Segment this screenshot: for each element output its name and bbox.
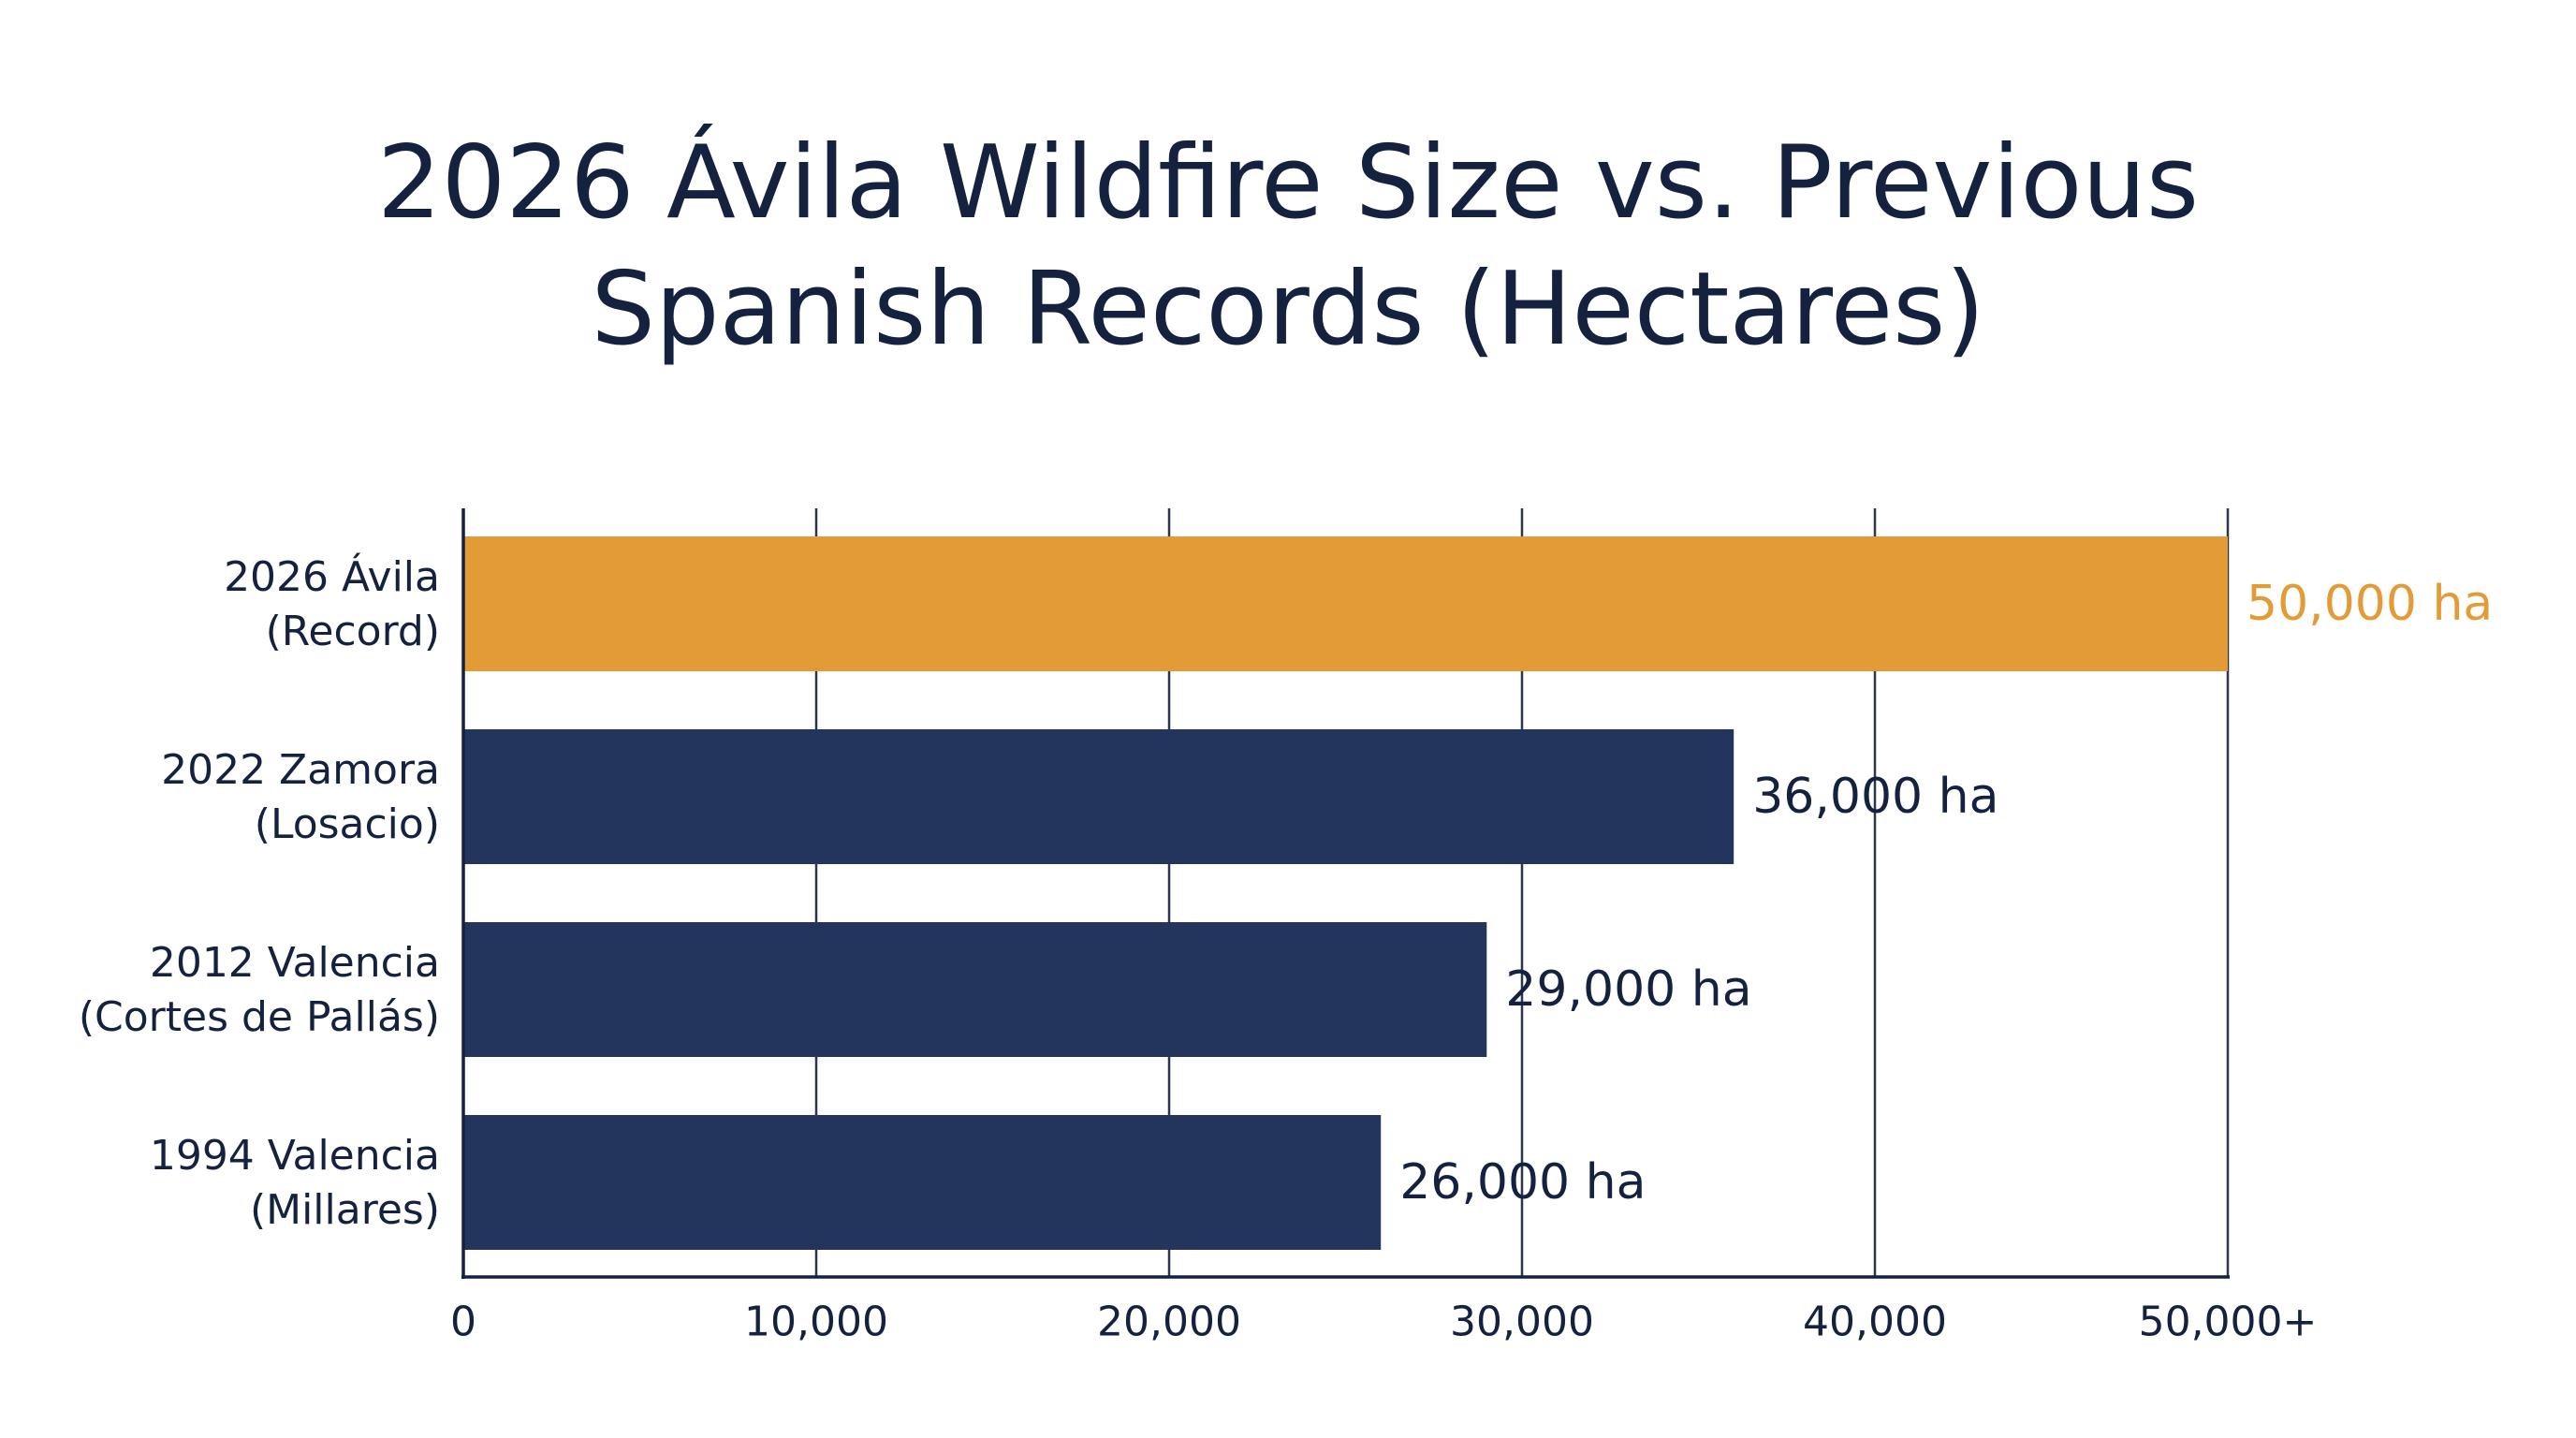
x-tick-label-4: 40,000 [1803,1299,1947,1346]
bars [463,536,2228,1250]
tick-labels: 0 10,000 20,000 30,000 40,000 50,000+ [450,1299,2317,1346]
category-label-0: 2026 Ávila (Record) [224,551,440,655]
value-label-0: 50,000 ha [2247,576,2493,632]
category-label-1: 2022 Zamora (Losacio) [161,746,440,848]
value-label-1: 36,000 ha [1752,769,1998,825]
chart-title-line-1: 2026 Ávila Wildfire Size vs. Previous [376,125,2200,242]
category-label-2-line-1: (Cortes de Pallás) [79,993,440,1041]
x-tick-label-3: 30,000 [1450,1299,1594,1346]
chart-title: 2026 Ávila Wildfire Size vs. Previous Spa… [0,120,2576,373]
category-label-0-line-1: (Record) [266,608,440,655]
bar-1 [463,729,1734,864]
value-labels: 50,000 ha 36,000 ha 29,000 ha 26,000 ha [1399,576,2493,1211]
category-label-3: 1994 Valencia (Millares) [150,1132,440,1234]
bar-2 [463,922,1487,1057]
bar-3 [463,1115,1382,1250]
bar-0 [463,536,2228,671]
category-label-3-line-1: (Millares) [250,1186,440,1234]
value-label-2: 29,000 ha [1505,961,1751,1018]
x-tick-label-2: 20,000 [1097,1299,1241,1346]
category-labels: 2026 Ávila (Record)2022 Zamora (Losacio)20… [79,551,440,1234]
category-label-1-line-1: (Losacio) [255,800,440,848]
value-label-3: 26,000 ha [1399,1154,1646,1211]
axes [461,508,2230,1279]
category-label-2-line-0: 2012 Valencia [150,939,440,987]
category-label-0-line-0: 2026 Ávila [224,551,440,601]
category-label-1-line-0: 2022 Zamora [161,746,440,794]
category-label-2: 2012 Valencia (Cortes de Pallás) [79,939,440,1041]
x-tick-label-1: 10,000 [744,1299,888,1346]
x-tick-label-5: 50,000+ [2139,1299,2318,1346]
chart-title-line-2: Spanish Records (Hectares) [591,251,1985,368]
x-tick-label-0: 0 [450,1299,476,1346]
category-label-3-line-0: 1994 Valencia [150,1132,440,1180]
